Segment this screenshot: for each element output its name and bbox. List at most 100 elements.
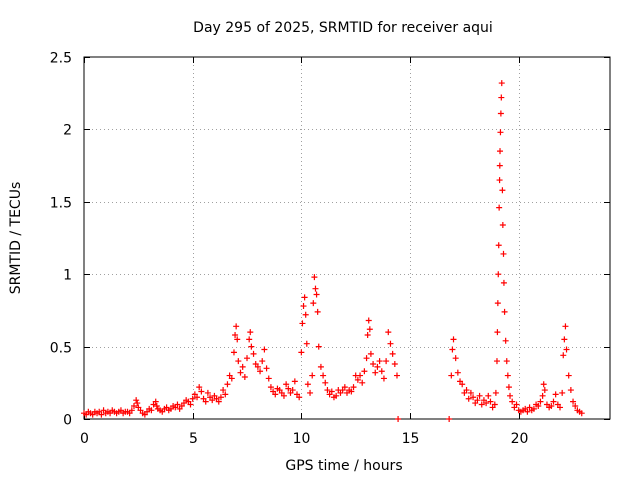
data-point	[570, 398, 577, 405]
data-point	[539, 392, 546, 399]
data-point	[498, 80, 505, 87]
data-point	[235, 358, 242, 365]
data-point	[241, 374, 248, 381]
x-axis: 0 5 10 15 20	[80, 57, 528, 447]
data-point	[174, 401, 181, 408]
data-point	[257, 368, 264, 375]
data-point	[300, 303, 307, 310]
data-point	[204, 389, 211, 396]
data-point	[310, 300, 317, 307]
data-point	[494, 329, 501, 336]
data-point	[367, 350, 374, 357]
x-tick-label: 0	[80, 431, 89, 447]
data-point	[503, 358, 510, 365]
data-point	[476, 392, 483, 399]
data-point	[322, 379, 329, 386]
data-point	[289, 387, 296, 394]
chart-title: Day 295 of 2025, SRMTID for receiver aqu…	[193, 20, 493, 36]
data-point	[248, 343, 255, 350]
x-tick-label: 20	[511, 431, 529, 447]
data-point	[496, 177, 503, 184]
data-point	[359, 379, 366, 386]
data-point	[505, 384, 512, 391]
data-point	[467, 389, 474, 396]
data-point	[224, 381, 231, 388]
data-point	[502, 337, 509, 344]
data-point	[548, 402, 555, 409]
data-point	[459, 381, 466, 388]
data-point	[513, 401, 520, 408]
y-tick-label: 2.5	[50, 51, 72, 67]
data-series	[81, 80, 585, 422]
plot-frame	[83, 56, 611, 420]
data-point	[470, 394, 477, 401]
data-point	[283, 381, 290, 388]
x-axis-title: GPS time / hours	[285, 458, 402, 474]
data-point	[303, 340, 310, 347]
data-point	[378, 368, 385, 375]
data-point	[291, 378, 298, 385]
data-point	[133, 397, 140, 404]
data-point	[474, 397, 481, 404]
data-point	[500, 279, 507, 286]
data-point	[232, 332, 239, 339]
data-point	[187, 401, 194, 408]
data-point	[376, 358, 383, 365]
data-point	[301, 294, 308, 301]
data-point	[313, 291, 320, 298]
data-point	[465, 395, 472, 402]
data-point	[247, 329, 254, 336]
data-point	[492, 389, 499, 396]
data-point	[557, 404, 564, 411]
y-tick-label: 1.5	[50, 196, 72, 212]
data-point	[541, 387, 548, 394]
data-point	[296, 394, 303, 401]
data-point	[348, 388, 355, 395]
data-point	[494, 300, 501, 307]
data-point	[463, 387, 470, 394]
x-tick-label: 10	[293, 431, 311, 447]
data-point	[324, 387, 331, 394]
data-point	[263, 365, 270, 372]
y-tick-label: 0.5	[50, 341, 72, 357]
data-point	[559, 389, 566, 396]
data-point	[507, 392, 514, 399]
data-point	[385, 329, 392, 336]
data-point	[563, 346, 570, 353]
data-point	[450, 336, 457, 343]
data-point	[328, 388, 335, 395]
x-tick-label: 15	[402, 431, 420, 447]
data-point	[495, 242, 502, 249]
data-point	[194, 394, 201, 401]
y-axis-title: SRMTID / TECUs	[8, 182, 24, 295]
data-point	[202, 398, 209, 405]
data-point	[446, 416, 453, 422]
data-point	[217, 394, 224, 401]
data-point	[320, 372, 327, 379]
data-point	[311, 274, 318, 281]
data-point	[189, 395, 196, 402]
data-point	[250, 350, 257, 357]
data-point	[395, 416, 402, 422]
data-point	[393, 372, 400, 379]
data-point	[498, 94, 505, 101]
data-point	[567, 387, 574, 394]
data-point	[380, 375, 387, 382]
data-point	[552, 391, 559, 398]
data-point	[485, 392, 492, 399]
y-axis: 0 0.5 1 1.5 2 2.5	[50, 51, 610, 429]
data-point	[578, 410, 585, 417]
data-point	[244, 355, 251, 362]
data-point	[237, 369, 244, 376]
data-point	[497, 129, 504, 136]
data-point	[152, 398, 159, 405]
data-point	[196, 384, 203, 391]
data-point	[350, 384, 357, 391]
data-point	[304, 381, 311, 388]
data-point	[134, 400, 141, 407]
data-point	[497, 110, 504, 117]
data-point	[309, 372, 316, 379]
data-point	[239, 363, 246, 370]
data-point	[565, 372, 572, 379]
data-point	[454, 369, 461, 376]
